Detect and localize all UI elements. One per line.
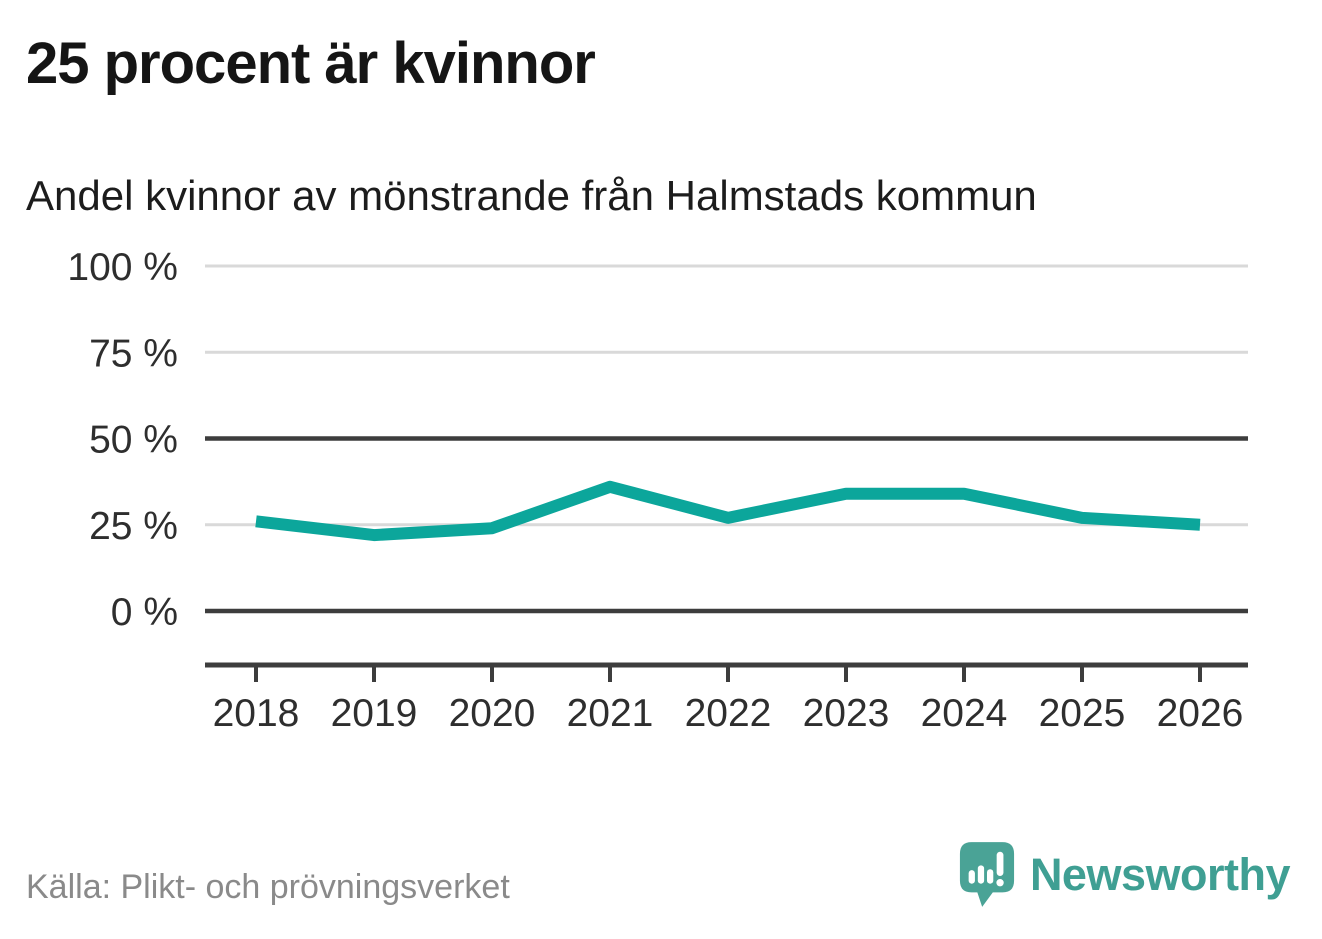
newsworthy-brand: Newsworthy <box>958 840 1291 910</box>
speech-bubble-bar-chart-exclamation-icon <box>958 840 1016 910</box>
y-axis-tick-label: 25 % <box>89 505 178 548</box>
data-line-andel-kvinnor-av-m-nstrande <box>255 480 1201 542</box>
x-axis-tick-label: 2025 <box>1039 692 1126 735</box>
y-axis-tick-label: 0 % <box>111 591 178 634</box>
x-axis-tick-label: 2024 <box>921 692 1008 735</box>
y-axis-tick-label: 75 % <box>89 332 178 375</box>
brand-wordmark: Newsworthy <box>1029 849 1291 900</box>
y-axis-tick-label: 50 % <box>89 419 178 462</box>
y-axis-tick-label: 100 % <box>67 246 178 289</box>
x-axis-tick-label: 2018 <box>213 692 300 735</box>
chart-subtitle: Andel kvinnor av mönstrande från Halmsta… <box>26 172 1037 219</box>
x-axis-tick-label: 2022 <box>685 692 772 735</box>
x-axis-tick-label: 2021 <box>567 692 654 735</box>
source-attribution: Källa: Plikt- och prövningsverket <box>26 868 510 906</box>
x-axis-tick-label: 2019 <box>331 692 418 735</box>
x-axis-tick-label: 2020 <box>449 692 536 735</box>
x-axis-tick-label: 2023 <box>803 692 890 735</box>
x-axis-tick-label: 2026 <box>1157 692 1244 735</box>
chart-title: 25 procent är kvinnor <box>26 31 596 96</box>
